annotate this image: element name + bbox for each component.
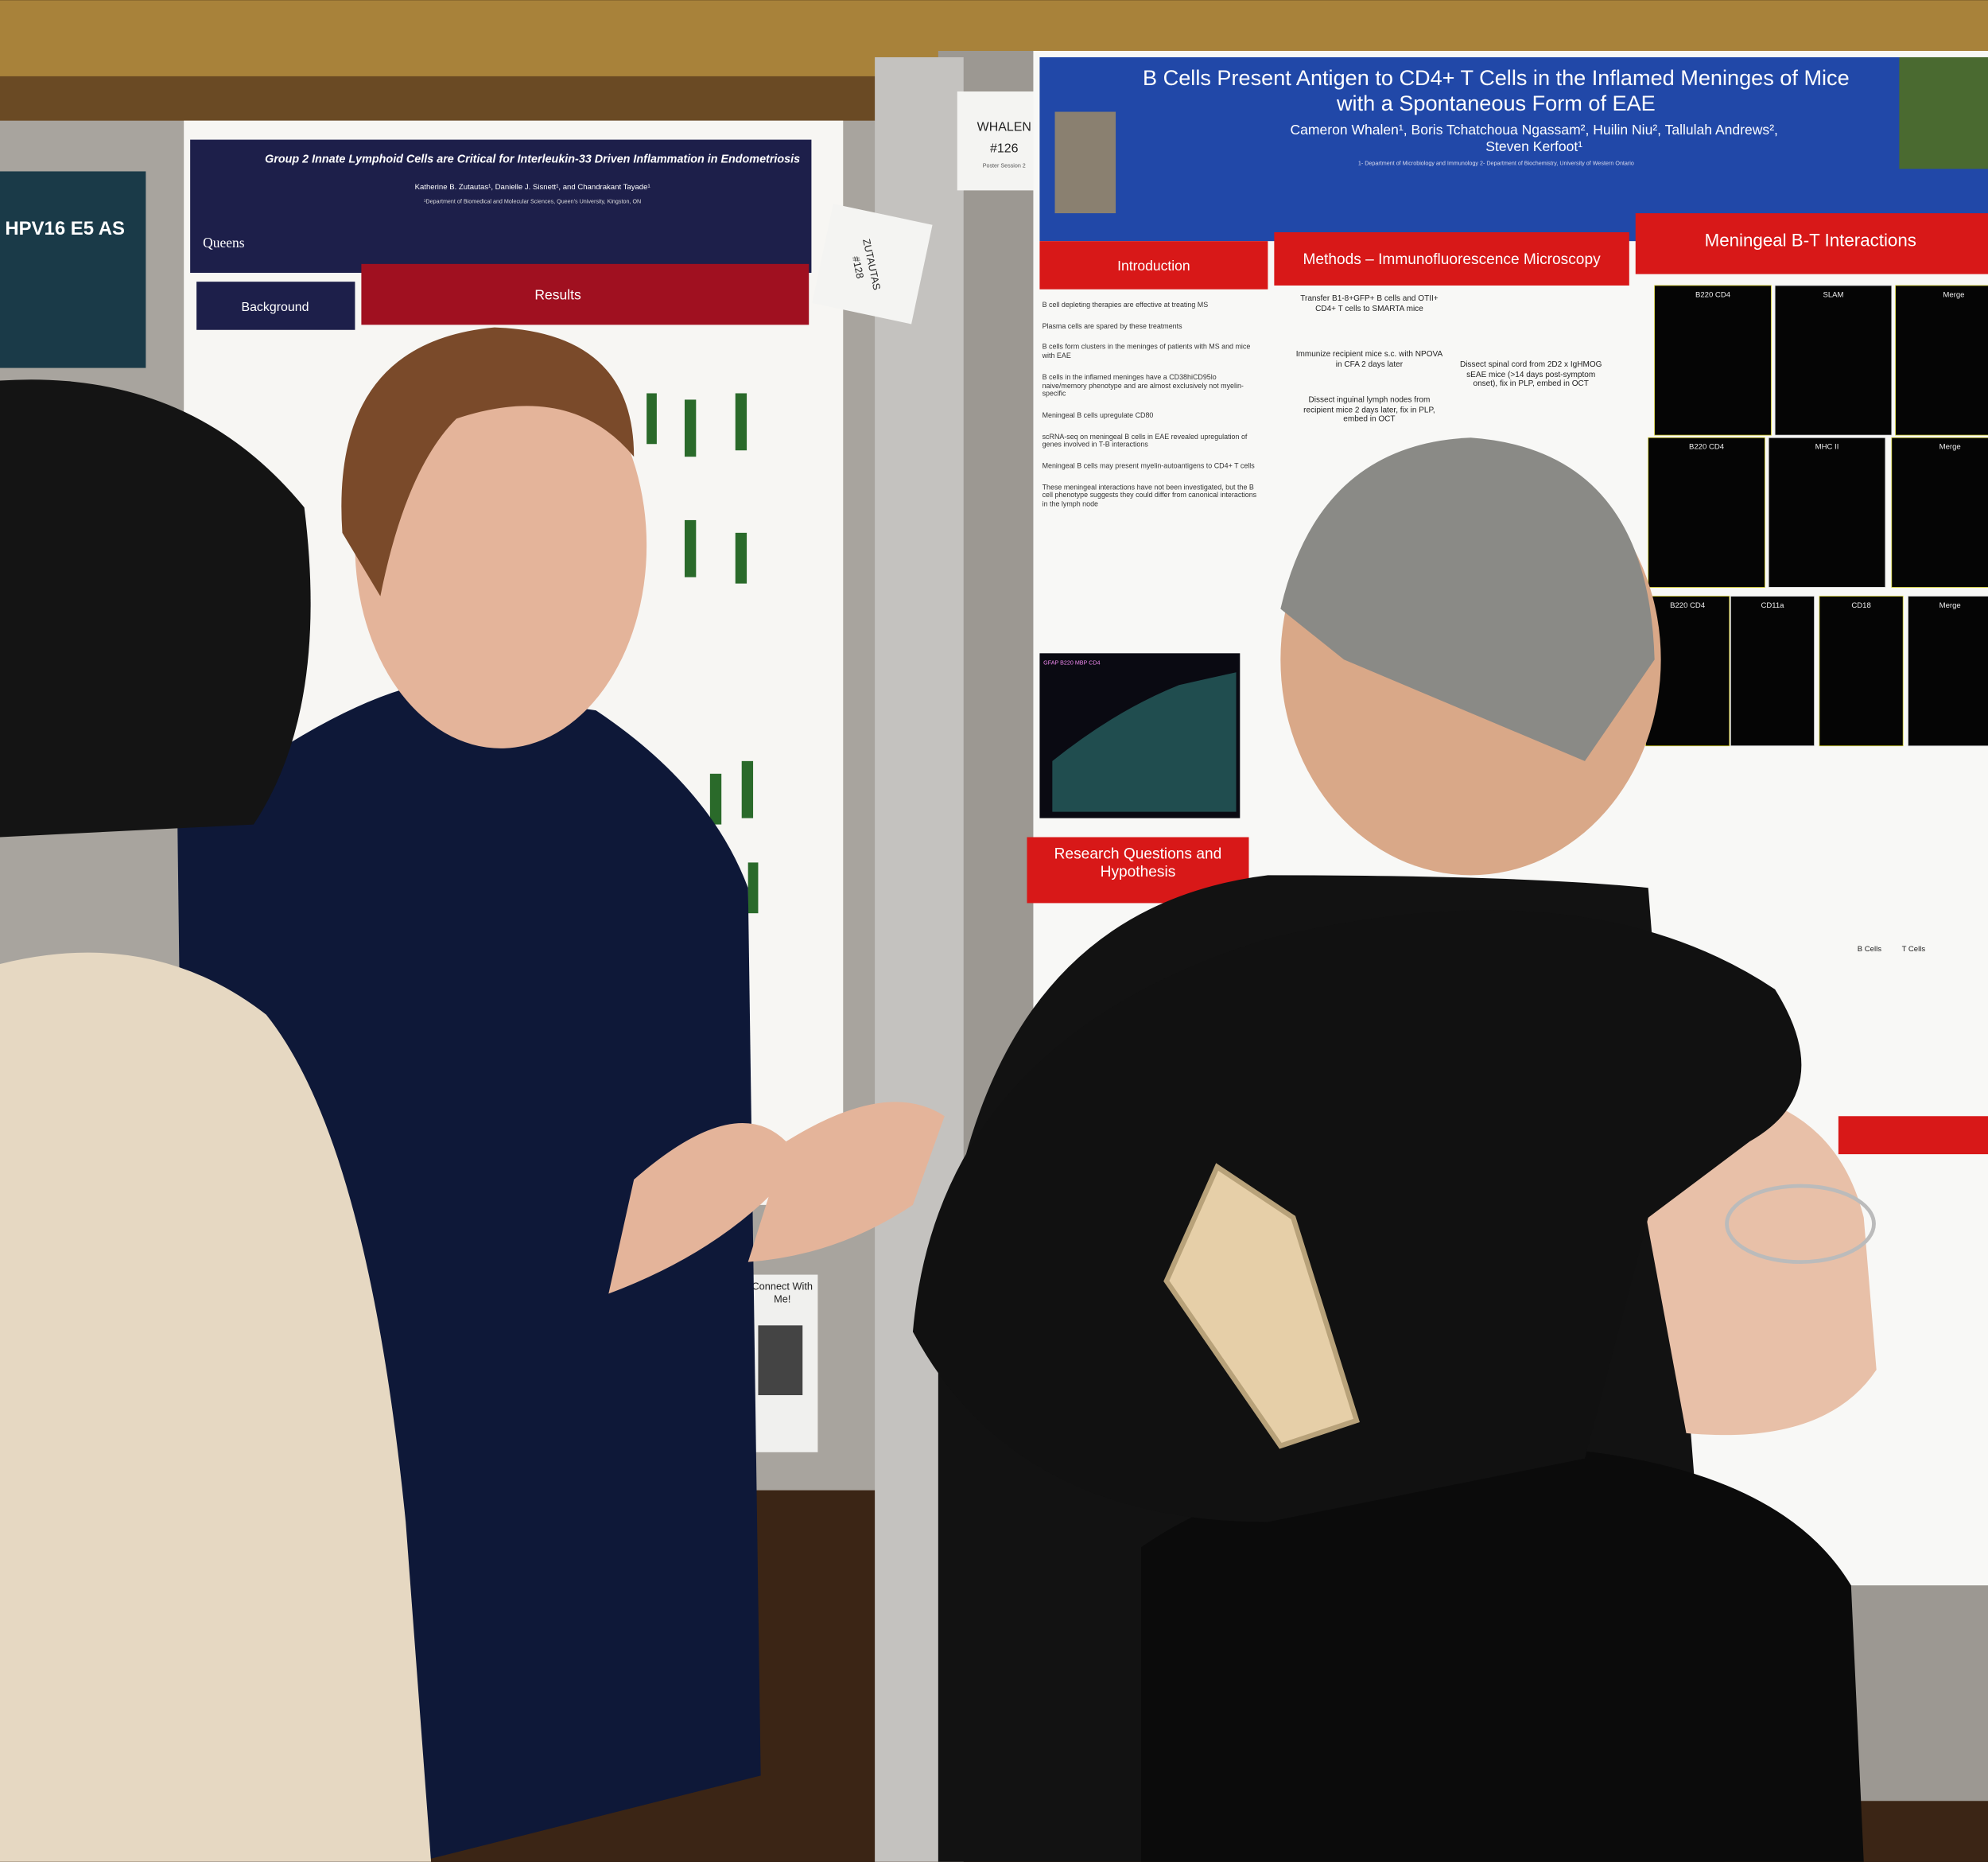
intro-bullet: Meningeal B cells may present myelin-aut… xyxy=(1042,463,1255,471)
woman-top xyxy=(1140,1445,1864,1862)
header-text: B Cells Present Antigen to CD4+ T Cells … xyxy=(1143,66,1850,167)
qr-code xyxy=(758,1325,803,1396)
sweater xyxy=(0,952,432,1862)
section-bar xyxy=(361,263,810,325)
micrograph-panel xyxy=(1768,437,1886,588)
micrograph-panel xyxy=(1908,596,1988,747)
tag-session: Poster Session 2 xyxy=(983,163,1026,169)
poster-title: B Cells Present Antigen to CD4+ T Cells … xyxy=(1143,66,1850,116)
micrograph-grid: B220 CD4 SLAM Merge B220 CD4 MHC II Merge B220… xyxy=(1645,285,1988,747)
poster-header xyxy=(190,139,812,274)
panel-label: CD18 xyxy=(1851,601,1870,610)
panel-label: SLAM xyxy=(1823,290,1843,299)
affiliation: ¹Department of Biomedical and Molecular … xyxy=(424,197,642,204)
method-step: Dissect inguinal lymph nodes from recipi… xyxy=(1303,395,1435,424)
glasses xyxy=(1725,1184,1876,1265)
intro-bullet: B cells form clusters in the meninges of… xyxy=(1042,344,1251,361)
panel-label: B220 CD4 xyxy=(1695,290,1731,299)
header-text: Group 2 Innate Lymphoid Cells are Critic… xyxy=(265,152,801,204)
method-step: Immunize recipient mice s.c. with NPOVA … xyxy=(1295,350,1443,369)
methods-flow: Transfer B1-8+GFP+ B cells and OTII+ CD4… xyxy=(1295,294,1602,424)
bullets: B cell depleting therapies are effective… xyxy=(1043,302,1258,510)
section-title: Methods – Immunofluorescence Microscopy xyxy=(1303,251,1601,268)
poster-title: HPV16 E5 AS xyxy=(5,218,125,239)
far-left-poster xyxy=(0,171,146,368)
image-label: GFAP B220 MBP CD4 xyxy=(1043,660,1100,667)
micrograph-panel xyxy=(1774,285,1893,436)
affiliation: 1- Department of Microbiology and Immuno… xyxy=(1357,160,1634,167)
intro-bullet: Meningeal B cells upregulate CD80 xyxy=(1042,412,1154,420)
section-title: Results xyxy=(534,286,581,302)
panel-label: Merge xyxy=(1939,443,1961,452)
authors: Cameron Whalen¹, Boris Tchatchoua Ngassa… xyxy=(1290,122,1778,155)
qr-caption: Connect With Me! xyxy=(751,1281,813,1305)
people xyxy=(0,327,1877,1862)
panel-label: Merge xyxy=(1943,290,1964,299)
panel-label: Merge xyxy=(1939,601,1961,610)
panel-label: B220 CD4 xyxy=(1689,443,1725,452)
poster-header xyxy=(1039,56,1988,242)
tag-number: #128 xyxy=(850,255,867,280)
method-step: Transfer B1-8+GFP+ B cells and OTII+ CD4… xyxy=(1300,294,1439,313)
section-text: Research Questions and Hypothesis xyxy=(1054,845,1222,881)
method-step: Dissect spinal cord from 2D2 x IgHMOG sE… xyxy=(1459,360,1602,389)
man-hair xyxy=(341,327,635,597)
panel-label: MHC II xyxy=(1815,443,1839,452)
plot-label: B Cells xyxy=(1858,945,1881,954)
logo: Queens xyxy=(203,235,245,251)
plot-label: T Cells xyxy=(1902,945,1926,954)
intro-bullet: These meningeal interactions have not be… xyxy=(1042,484,1257,509)
section-bar xyxy=(1039,241,1268,290)
group-photo xyxy=(1899,56,1988,169)
qr-text: Connect With Me! xyxy=(751,1281,813,1305)
micrograph-panel xyxy=(1730,596,1815,747)
section-title: Meningeal B-T Interactions xyxy=(1705,231,1916,251)
section-bar xyxy=(1838,1116,1988,1155)
poster-title: Group 2 Innate Lymphoid Cells are Critic… xyxy=(265,152,801,165)
intro-bullet: Plasma cells are spared by these treatme… xyxy=(1042,323,1182,331)
intro-list: B cell depleting therapies are effective… xyxy=(1043,302,1258,510)
tag-number: #126 xyxy=(990,142,1019,156)
hand xyxy=(608,1122,786,1294)
micrograph-panel xyxy=(1648,437,1765,588)
authors: Katherine B. Zutautas¹, Danielle J. Sisn… xyxy=(414,184,650,192)
name-tag xyxy=(812,204,933,325)
hand xyxy=(747,1102,945,1262)
tag-name: WHALEN xyxy=(977,120,1031,134)
intro-bullet: scRNA-seq on meningeal B cells in EAE re… xyxy=(1042,433,1248,450)
section-bar xyxy=(196,282,355,330)
micrograph-panel xyxy=(1895,285,1988,436)
micrograph-panel xyxy=(1891,437,1988,588)
section-bar xyxy=(1274,231,1629,286)
hair-clip xyxy=(1163,1163,1360,1449)
panel-label: CD11a xyxy=(1761,601,1784,610)
intro-bullet: B cells in the inflamed meninges have a … xyxy=(1042,374,1244,399)
person-hair xyxy=(0,379,311,838)
section-title: Research Questions and Hypothesis xyxy=(1054,845,1222,881)
micrograph-stain xyxy=(1052,672,1237,812)
panel-label: B220 CD4 xyxy=(1670,601,1706,610)
woman-hair xyxy=(912,910,1802,1522)
micrograph-panel xyxy=(1654,285,1772,436)
section-title: Background xyxy=(241,301,309,314)
intro-bullet: B cell depleting therapies are effective… xyxy=(1042,301,1209,310)
author-photo xyxy=(1054,111,1116,214)
section-bar xyxy=(1635,213,1988,274)
grey-man-hair xyxy=(1280,437,1655,761)
section-title: Introduction xyxy=(1117,258,1190,274)
micrograph-panel xyxy=(1819,596,1904,747)
